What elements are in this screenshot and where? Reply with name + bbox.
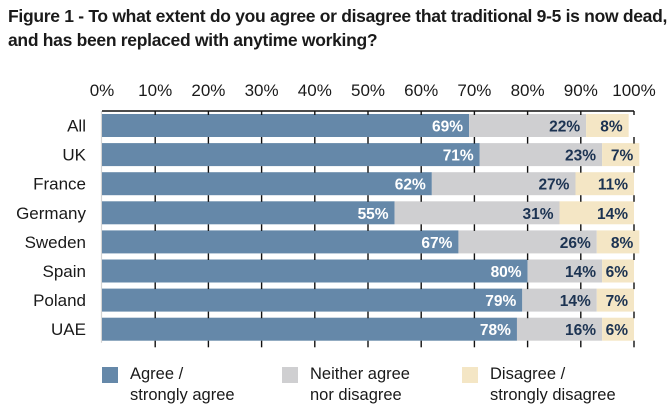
data-label-agree-spain: 80% bbox=[491, 264, 522, 281]
legend-swatch-agree bbox=[102, 367, 118, 383]
data-label-neither-uk: 23% bbox=[565, 148, 596, 165]
bar-disagree-france bbox=[575, 172, 634, 196]
bar-disagree-germany bbox=[559, 201, 634, 225]
data-label-neither-spain: 14% bbox=[565, 264, 596, 281]
data-label-disagree-germany: 14% bbox=[597, 206, 628, 223]
bar-neither-germany bbox=[394, 201, 560, 225]
chart-title-line-2: and has been replaced with anytime worki… bbox=[8, 30, 378, 50]
data-label-agree-all: 69% bbox=[432, 119, 463, 136]
x-tick-label: 60% bbox=[404, 81, 438, 100]
data-label-disagree-uk: 7% bbox=[611, 148, 634, 165]
category-label-germany: Germany bbox=[16, 204, 86, 223]
bar-neither-uk bbox=[479, 143, 603, 167]
bar-neither-spain bbox=[527, 259, 603, 283]
bar-agree-spain bbox=[102, 259, 528, 283]
bar-agree-france bbox=[102, 172, 432, 196]
legend-swatch-disagree bbox=[462, 367, 478, 383]
data-label-neither-all: 22% bbox=[549, 119, 580, 136]
data-label-neither-poland: 14% bbox=[560, 293, 591, 310]
bar-agree-sweden bbox=[102, 230, 459, 254]
chart-title: Figure 1 - To what extent do you agree o… bbox=[8, 4, 668, 52]
bar-agree-all bbox=[102, 114, 470, 137]
data-label-disagree-france: 11% bbox=[598, 177, 628, 194]
bar-agree-uk bbox=[102, 143, 480, 167]
legend-label-neither: Neither agree nor disagree bbox=[310, 364, 410, 406]
bar-agree-germany bbox=[102, 201, 395, 225]
legend-label-neither-line-2: nor disagree bbox=[310, 386, 402, 404]
data-label-agree-sweden: 67% bbox=[421, 235, 452, 252]
category-label-uk: UK bbox=[62, 146, 86, 165]
bar-neither-sweden bbox=[458, 230, 597, 254]
data-label-neither-france: 27% bbox=[538, 177, 569, 194]
data-label-disagree-sweden: 8% bbox=[611, 235, 634, 252]
data-label-agree-uae: 78% bbox=[480, 322, 511, 339]
x-tick-label: 50% bbox=[351, 81, 385, 100]
data-label-agree-poland: 79% bbox=[485, 293, 516, 310]
data-label-neither-uae: 16% bbox=[565, 322, 596, 339]
data-label-neither-germany: 31% bbox=[522, 206, 553, 223]
bar-disagree-all bbox=[586, 114, 629, 137]
data-label-neither-sweden: 26% bbox=[560, 235, 591, 252]
x-tick-label: 40% bbox=[298, 81, 332, 100]
legend-item-agree: Agree / strongly agree bbox=[102, 364, 235, 406]
category-label-sweden: Sweden bbox=[25, 233, 86, 252]
x-tick-label: 80% bbox=[511, 81, 545, 100]
data-label-disagree-poland: 7% bbox=[606, 293, 629, 310]
bar-agree-poland bbox=[102, 288, 523, 312]
bar-neither-uae bbox=[516, 317, 603, 341]
data-label-agree-france: 62% bbox=[395, 177, 426, 194]
x-tick-label: 20% bbox=[191, 81, 225, 100]
category-label-france: France bbox=[33, 175, 86, 194]
x-tick-label: 100% bbox=[612, 81, 655, 100]
bar-neither-poland bbox=[522, 288, 597, 312]
x-tick-label: 30% bbox=[245, 81, 279, 100]
data-label-disagree-uae: 6% bbox=[606, 322, 629, 339]
legend-item-neither: Neither agree nor disagree bbox=[282, 364, 410, 406]
bar-agree-uae bbox=[102, 317, 517, 341]
bar-disagree-uae bbox=[602, 317, 634, 341]
category-label-all: All bbox=[67, 117, 86, 136]
bar-disagree-uk bbox=[602, 143, 640, 167]
legend-label-disagree-line-1: Disagree / bbox=[490, 365, 566, 383]
data-label-agree-germany: 55% bbox=[358, 206, 389, 223]
bar-neither-france bbox=[431, 172, 576, 196]
bar-disagree-spain bbox=[602, 259, 634, 283]
bar-neither-all bbox=[469, 114, 587, 137]
category-label-poland: Poland bbox=[33, 291, 86, 310]
legend-label-disagree-line-2: strongly disagree bbox=[490, 386, 616, 404]
legend-item-disagree: Disagree / strongly disagree bbox=[462, 364, 616, 406]
category-label-uae: UAE bbox=[51, 320, 86, 339]
x-tick-label: 0% bbox=[90, 81, 115, 100]
data-label-disagree-spain: 6% bbox=[606, 264, 629, 281]
legend-label-agree: Agree / strongly agree bbox=[130, 364, 235, 406]
x-tick-label: 70% bbox=[457, 81, 491, 100]
legend-label-agree-line-2: strongly agree bbox=[130, 386, 235, 404]
x-tick-label: 10% bbox=[138, 81, 172, 100]
chart-title-line-1: Figure 1 - To what extent do you agree o… bbox=[8, 6, 668, 26]
bar-disagree-poland bbox=[596, 288, 634, 312]
category-label-spain: Spain bbox=[43, 262, 86, 281]
legend-label-agree-line-1: Agree / bbox=[130, 365, 184, 383]
bar-disagree-sweden bbox=[596, 230, 640, 254]
legend-label-neither-line-1: Neither agree bbox=[310, 365, 410, 383]
legend-swatch-neither bbox=[282, 367, 298, 383]
legend-label-disagree: Disagree / strongly disagree bbox=[490, 364, 616, 406]
x-tick-label: 90% bbox=[564, 81, 598, 100]
data-label-disagree-all: 8% bbox=[600, 119, 623, 136]
data-label-agree-uk: 71% bbox=[443, 148, 474, 165]
